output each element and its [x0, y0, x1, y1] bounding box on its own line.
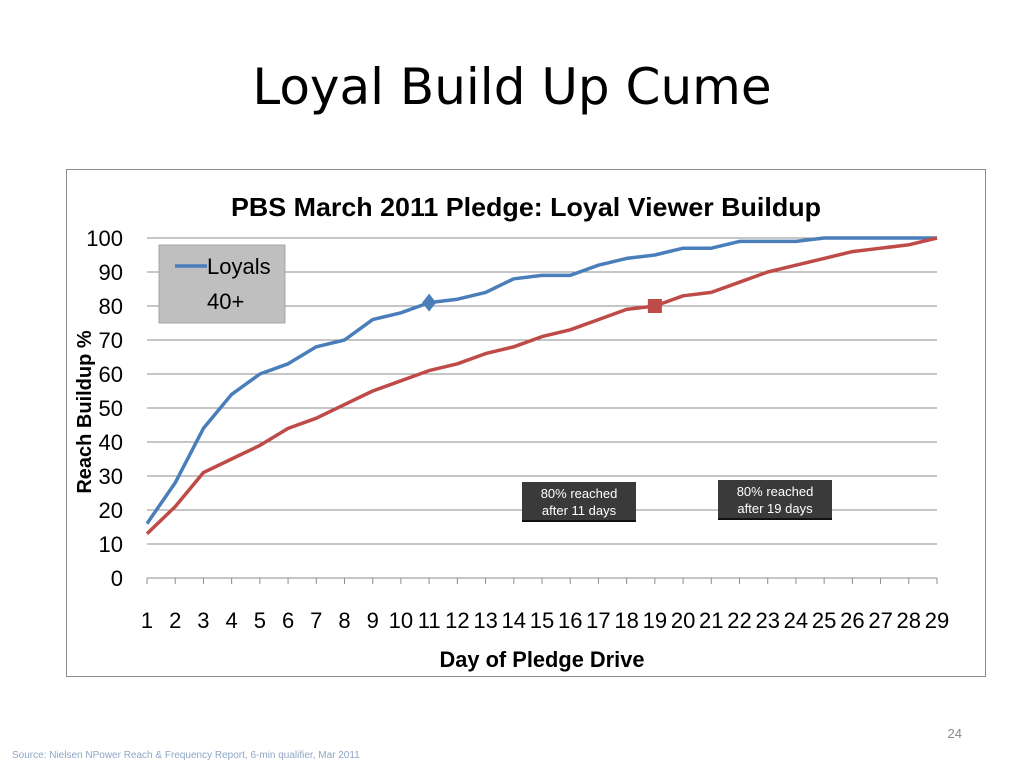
y-tick-label: 0 [111, 566, 123, 591]
x-tick-label: 9 [367, 608, 379, 633]
chart-frame: PBS March 2011 Pledge: Loyal Viewer Buil… [66, 169, 986, 677]
callout-loyals-80: 80% reached after 11 days [522, 482, 636, 522]
chart-title: PBS March 2011 Pledge: Loyal Viewer Buil… [231, 192, 821, 222]
slide-title: Loyal Build Up Cume [252, 58, 772, 116]
x-tick-label: 23 [755, 608, 779, 633]
x-tick-label: 27 [868, 608, 892, 633]
y-tick-label: 50 [99, 396, 123, 421]
x-tick-label: 12 [445, 608, 469, 633]
line-chart: PBS March 2011 Pledge: Loyal Viewer Buil… [74, 192, 949, 672]
x-tick-label: 2 [169, 608, 181, 633]
y-tick-label: 20 [99, 498, 123, 523]
y-tick-label: 10 [99, 532, 123, 557]
legend-box [158, 244, 286, 324]
x-tick-label: 6 [282, 608, 294, 633]
x-tick-label: 24 [784, 608, 808, 633]
slide-number: 24 [947, 726, 962, 741]
y-tick-label: 90 [99, 260, 123, 285]
x-tick-label: 29 [925, 608, 949, 633]
x-tick-label: 28 [897, 608, 921, 633]
x-tick-label: 18 [614, 608, 638, 633]
legend-label-line-2: 40+ [207, 289, 244, 314]
x-axis-label: Day of Pledge Drive [440, 647, 645, 672]
x-tick-label: 22 [727, 608, 751, 633]
x-tick-label: 7 [310, 608, 322, 633]
y-tick-label: 40 [99, 430, 123, 455]
x-tick-label: 16 [558, 608, 582, 633]
x-tick-label: 15 [530, 608, 554, 633]
x-tick-label: 25 [812, 608, 836, 633]
y-tick-label: 70 [99, 328, 123, 353]
x-tick-label: 17 [586, 608, 610, 633]
x-tick-label: 21 [699, 608, 723, 633]
y-tick-label: 30 [99, 464, 123, 489]
series-line-2 [145, 236, 938, 536]
x-tick-label: 1 [141, 608, 153, 633]
x-tick-label: 10 [389, 608, 413, 633]
x-tick-label: 26 [840, 608, 864, 633]
x-tick-label: 11 [418, 608, 441, 633]
callout-second-series-80: 80% reached after 19 days [718, 480, 832, 520]
source-note: Source: Nielsen NPower Reach & Frequency… [12, 750, 360, 761]
y-axis-label: Reach Buildup % [74, 330, 96, 494]
x-tick-label: 3 [197, 608, 209, 633]
y-tick-label: 100 [86, 226, 123, 251]
x-tick-label: 13 [473, 608, 497, 633]
series-line-1 [145, 236, 937, 525]
series-marker-square [647, 299, 662, 313]
y-tick-label: 80 [99, 294, 123, 319]
x-tick-label: 5 [254, 608, 266, 633]
x-tick-label: 14 [502, 608, 526, 633]
y-tick-label: 60 [99, 362, 123, 387]
series-marker-diamond [422, 293, 437, 312]
legend-label-line-1: Loyals [207, 254, 271, 279]
x-tick-label: 19 [643, 608, 667, 633]
x-tick-label: 4 [226, 608, 238, 633]
x-tick-label: 8 [338, 608, 350, 633]
x-tick-label: 20 [671, 608, 695, 633]
